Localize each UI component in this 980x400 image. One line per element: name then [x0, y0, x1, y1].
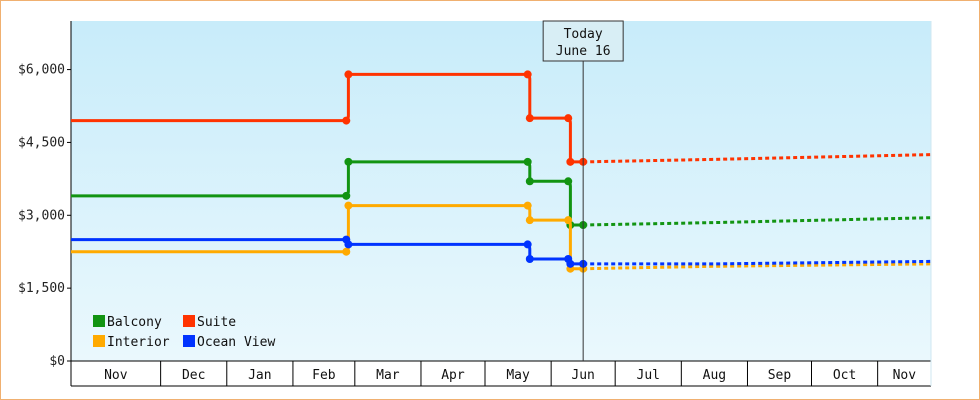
y-tick-label: $1,500: [18, 281, 65, 296]
series-suite: [71, 70, 932, 166]
x-axis: Nov Dec Jan Feb Mar Apr May Jun Jul Aug Sep Oct Nov: [71, 21, 932, 387]
series-interior: [71, 201, 932, 273]
series-ocean-view: [71, 235, 932, 268]
suite-point[interactable]: [344, 70, 353, 79]
month-label: May: [506, 368, 530, 383]
y-tick-label: $3,000: [18, 208, 65, 223]
series-balcony: [71, 157, 932, 229]
ocean-view-point[interactable]: [523, 240, 532, 249]
ocean-view-point[interactable]: [344, 240, 353, 249]
series-group: [71, 70, 932, 273]
month-label: Nov: [104, 368, 128, 383]
legend-swatch-interior: [93, 335, 105, 347]
today-label: Today: [564, 27, 603, 42]
interior-projection-line: [583, 262, 932, 271]
legend-swatch-ocean-view: [183, 335, 195, 347]
interior-point[interactable]: [523, 201, 532, 210]
legend-swatch-balcony: [93, 315, 105, 327]
today-marker: Today June 16: [542, 20, 624, 361]
legend-label-suite[interactable]: Suite: [197, 315, 236, 330]
today-label-box: [542, 20, 624, 62]
balcony-point[interactable]: [342, 191, 351, 200]
y-tick-label: $6,000: [18, 63, 65, 78]
balcony-projection-line: [583, 216, 932, 227]
interior-point[interactable]: [342, 247, 351, 256]
ocean-view-point[interactable]: [566, 259, 575, 268]
y-tick-label: $0: [49, 354, 65, 369]
legend-swatch-suite: [183, 315, 195, 327]
month-label: Dec: [182, 368, 205, 383]
balcony-point[interactable]: [564, 177, 573, 186]
today-date-label: June 16: [556, 44, 611, 59]
interior-point[interactable]: [525, 216, 534, 225]
interior-point[interactable]: [564, 216, 573, 225]
suite-point[interactable]: [566, 157, 575, 166]
month-label: Mar: [376, 368, 400, 383]
month-label: Sep: [768, 368, 792, 383]
month-label: Aug: [703, 368, 726, 383]
interior-point[interactable]: [344, 201, 353, 210]
y-axis: $0 $1,500 $3,000 $4,500 $6,000: [18, 21, 72, 386]
balcony-point[interactable]: [525, 177, 534, 186]
suite-point[interactable]: [525, 114, 534, 123]
legend: Balcony Suite Interior Ocean View: [93, 315, 275, 350]
ocean-view-point[interactable]: [525, 255, 534, 263]
legend-label-balcony[interactable]: Balcony: [107, 315, 162, 330]
month-label: Feb: [312, 368, 336, 383]
month-label: Apr: [441, 368, 465, 383]
month-label: Jun: [571, 368, 594, 383]
ocean-view-projection-line: [583, 259, 932, 266]
month-label: Nov: [893, 368, 917, 383]
month-label: Jul: [637, 368, 660, 383]
balcony-point[interactable]: [523, 157, 532, 166]
y-tick-label: $4,500: [18, 135, 65, 150]
suite-point[interactable]: [342, 116, 351, 125]
suite-point[interactable]: [523, 70, 532, 79]
balcony-point[interactable]: [344, 157, 353, 166]
legend-label-ocean-view[interactable]: Ocean View: [197, 335, 275, 350]
suite-point[interactable]: [564, 114, 573, 123]
month-label: Oct: [833, 368, 856, 383]
plot-background: [71, 21, 931, 361]
suite-projection-line: [583, 153, 932, 164]
legend-label-interior[interactable]: Interior: [107, 335, 170, 350]
month-label: Jan: [248, 368, 271, 383]
